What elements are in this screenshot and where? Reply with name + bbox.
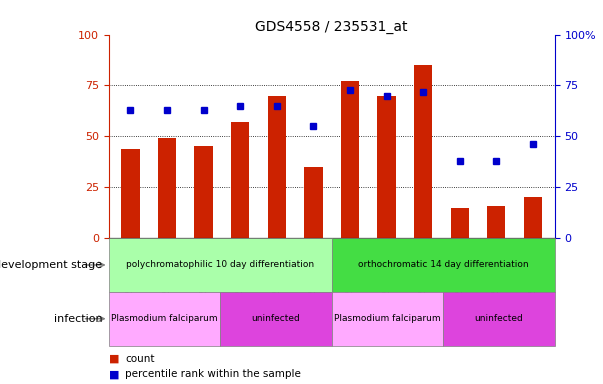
Bar (231, 122, 250, 238)
Bar (305, 167, 323, 238)
Bar (377, 96, 396, 238)
Bar (332, 292, 443, 346)
Bar (121, 149, 140, 238)
Text: count: count (125, 354, 155, 364)
Bar (109, 292, 220, 346)
Bar (332, 238, 555, 292)
Bar (195, 147, 213, 238)
Text: uninfected: uninfected (251, 314, 300, 323)
Bar (414, 65, 432, 238)
Bar (341, 81, 359, 238)
Text: ■: ■ (109, 354, 122, 364)
Title: GDS4558 / 235531_at: GDS4558 / 235531_at (256, 20, 408, 33)
Bar (220, 292, 332, 346)
Text: percentile rank within the sample: percentile rank within the sample (125, 369, 302, 379)
Text: Plasmodium falciparum: Plasmodium falciparum (334, 314, 441, 323)
Text: orthochromatic 14 day differentiation: orthochromatic 14 day differentiation (358, 260, 528, 270)
Bar (450, 207, 469, 238)
Bar (523, 197, 542, 238)
Text: development stage: development stage (0, 260, 103, 270)
Bar (109, 238, 332, 292)
Text: ■: ■ (109, 369, 122, 379)
Text: uninfected: uninfected (475, 314, 523, 323)
Text: Plasmodium falciparum: Plasmodium falciparum (111, 314, 218, 323)
Bar (443, 292, 555, 346)
Bar (487, 205, 505, 238)
Text: infection: infection (54, 314, 103, 324)
Bar (268, 96, 286, 238)
Bar (158, 138, 176, 238)
Text: polychromatophilic 10 day differentiation: polychromatophilic 10 day differentiatio… (126, 260, 314, 270)
